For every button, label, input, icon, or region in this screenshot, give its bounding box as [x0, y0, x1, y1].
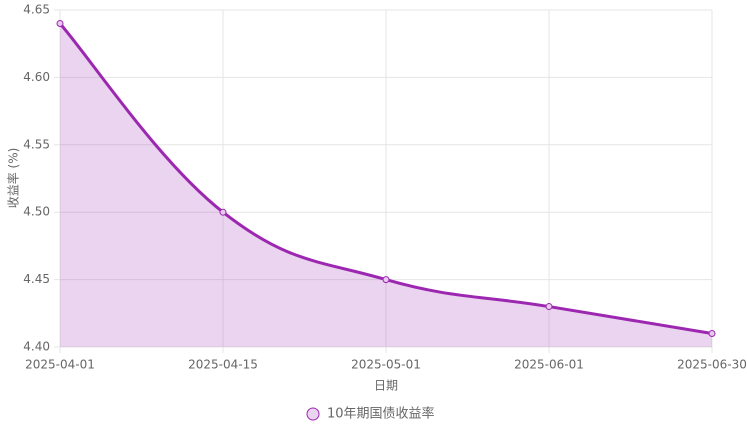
y-tick-label: 4.60 [23, 70, 50, 84]
x-tick-label: 2025-04-01 [25, 358, 95, 372]
y-tick-label: 4.40 [23, 340, 50, 354]
point [708, 330, 716, 338]
x-tick-label: 2025-06-30 [677, 358, 747, 372]
y-tick-label: 4.55 [23, 137, 50, 151]
y-tick-label: 4.45 [23, 272, 50, 286]
x-tick-label: 2025-05-01 [351, 358, 421, 372]
y-axis-title: 收益率 (%) [6, 148, 21, 209]
point [56, 19, 64, 27]
legend-marker [306, 407, 320, 421]
legend-label: 10年期国债收益率 [327, 406, 435, 422]
point [219, 208, 227, 216]
y-tick-label: 4.50 [23, 205, 50, 219]
y-tick-label: 4.65 [23, 3, 50, 17]
point [382, 276, 390, 284]
point [545, 303, 553, 311]
x-tick-label: 2025-06-01 [514, 358, 584, 372]
x-tick-label: 2025-04-15 [188, 358, 258, 372]
x-axis-title: 日期 [374, 379, 398, 393]
area [60, 23, 712, 347]
line [58, 22, 713, 335]
